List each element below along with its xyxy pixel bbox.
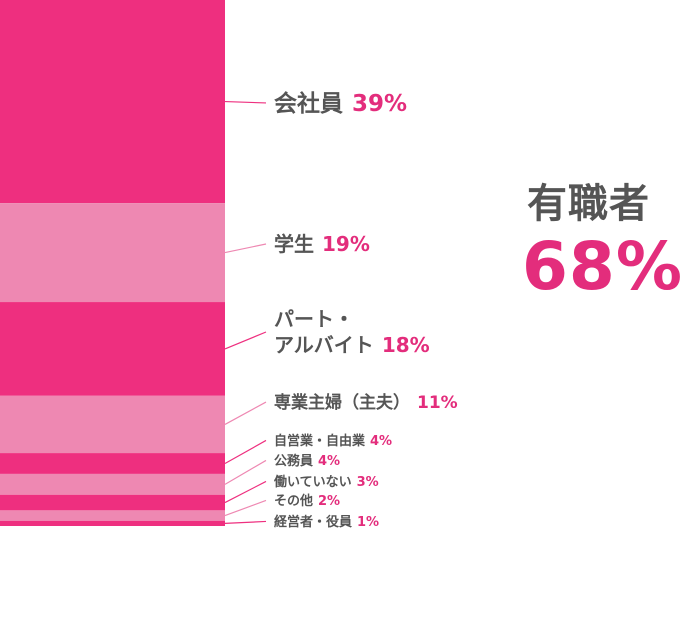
segment-label: 公務員 4% bbox=[274, 453, 340, 469]
leader-line bbox=[224, 499, 267, 517]
segment-label: パート・ bbox=[274, 307, 354, 331]
segment-value: 39% bbox=[352, 91, 407, 117]
segment-label: 働いていない 3% bbox=[273, 474, 379, 490]
bar-segment bbox=[0, 0, 225, 204]
segment-label: 会社員 39% bbox=[274, 90, 407, 117]
leader-line bbox=[224, 480, 267, 504]
segment-value: 2% bbox=[318, 494, 340, 509]
segment-value: 4% bbox=[370, 434, 392, 449]
segment-value: 4% bbox=[318, 454, 340, 469]
employed-value: 68% bbox=[522, 228, 683, 305]
segment-labels: 会社員 39% 学生 19% パート・アルバイト 18% 専業主婦（主夫） 11% 自営業・自由… bbox=[273, 90, 458, 530]
bar-segment bbox=[0, 453, 225, 474]
segment-value: 3% bbox=[357, 475, 379, 490]
leader-line bbox=[224, 100, 267, 104]
leader-line bbox=[224, 243, 267, 254]
bar-segments bbox=[0, 0, 225, 526]
employed-label: 有職者 bbox=[527, 181, 650, 227]
bar-segment bbox=[0, 395, 225, 454]
bar-segment bbox=[0, 473, 225, 495]
segment-value: 1% bbox=[357, 515, 379, 530]
leader-lines bbox=[224, 100, 267, 524]
segment-value: 18% bbox=[382, 333, 430, 357]
leader-line bbox=[224, 459, 267, 485]
segment-label: その他 2% bbox=[274, 493, 340, 509]
segment-value: 11% bbox=[417, 393, 458, 413]
segment-label: 経営者・役員 1% bbox=[274, 514, 379, 530]
leader-line bbox=[224, 520, 267, 524]
leader-line bbox=[224, 439, 267, 465]
leader-line bbox=[224, 331, 267, 350]
bar-segment bbox=[0, 494, 225, 511]
bar-segment bbox=[0, 520, 225, 526]
bar-segment bbox=[0, 203, 225, 303]
segment-label: 学生 19% bbox=[274, 232, 370, 256]
segment-value: 19% bbox=[322, 232, 370, 256]
segment-label: アルバイト 18% bbox=[274, 333, 430, 357]
bar-segment bbox=[0, 302, 225, 396]
segment-label: 専業主婦（主夫） 11% bbox=[274, 392, 458, 413]
segment-label: 自営業・自由業 4% bbox=[274, 433, 392, 449]
leader-line bbox=[224, 401, 267, 425]
bar-segment bbox=[0, 510, 225, 521]
